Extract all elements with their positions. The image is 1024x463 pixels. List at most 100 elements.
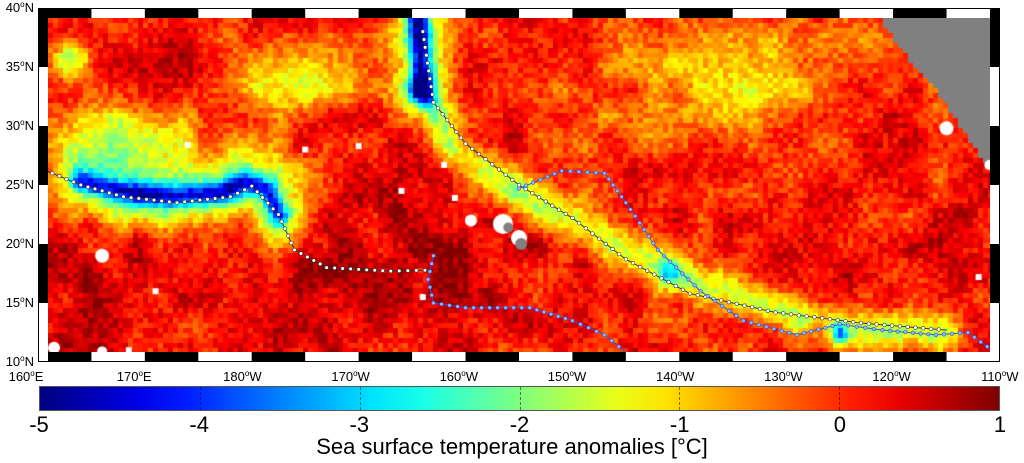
track-point	[430, 92, 435, 97]
track-point	[445, 117, 450, 123]
track-point	[249, 184, 254, 189]
track-point	[741, 318, 746, 323]
track-point	[583, 226, 588, 231]
track-point	[903, 330, 908, 335]
frame-segment	[732, 352, 787, 362]
frame-segment	[305, 8, 359, 18]
colorbar-tick-label: -5	[29, 412, 49, 437]
track-point	[483, 157, 488, 162]
track-point	[435, 106, 441, 111]
lon-label: 170oE	[116, 369, 152, 384]
track-point	[590, 231, 595, 236]
track-point	[425, 60, 430, 66]
track-point	[910, 330, 916, 335]
colorbar	[39, 386, 1000, 411]
lat-label: 40oN	[5, 0, 34, 15]
track-point	[577, 221, 582, 226]
track-point	[516, 182, 522, 188]
track-point	[563, 316, 568, 321]
track-point	[426, 277, 431, 282]
track-point	[674, 265, 679, 270]
frame-segment	[38, 352, 92, 362]
frame-segment	[38, 8, 92, 18]
track-point	[538, 177, 543, 182]
track-point	[680, 271, 685, 276]
track-point	[686, 277, 691, 282]
track-point	[129, 195, 134, 200]
track-point	[642, 227, 647, 232]
track-point	[516, 186, 522, 191]
track-point	[100, 188, 105, 193]
track-point	[871, 326, 876, 332]
track-point	[705, 294, 710, 299]
track-point	[606, 177, 611, 182]
track-point	[556, 207, 562, 212]
track-point	[794, 332, 800, 337]
track-point	[734, 301, 739, 306]
track-point	[781, 311, 786, 316]
track-point	[524, 183, 529, 188]
track-point	[348, 266, 353, 272]
track-point	[397, 268, 402, 274]
frame-segment	[198, 8, 252, 18]
ship-track	[422, 31, 947, 331]
colorbar-divider	[839, 387, 841, 410]
track-point	[610, 182, 616, 188]
track-point	[463, 141, 468, 146]
track-point	[687, 291, 693, 296]
track-point	[645, 268, 650, 273]
track-point	[666, 280, 671, 285]
track-point	[933, 332, 938, 337]
frame-segment	[893, 8, 947, 18]
track-point	[972, 335, 977, 340]
lat-label: 15oN	[5, 295, 34, 310]
track-point	[812, 315, 817, 320]
track-point	[863, 325, 868, 330]
track-point	[734, 313, 739, 318]
track-point	[423, 45, 428, 50]
frame-segment	[144, 8, 199, 18]
track-point	[659, 276, 664, 281]
track-point	[447, 303, 452, 308]
track-point	[655, 247, 661, 252]
track-point	[570, 318, 575, 323]
frame-segment	[38, 244, 48, 303]
frame-segment	[38, 303, 48, 362]
track-point	[424, 53, 429, 58]
track-point	[490, 162, 495, 167]
track-point	[121, 194, 126, 199]
lon-label: 120oW	[872, 369, 911, 384]
track-point	[680, 287, 685, 292]
track-point	[356, 267, 361, 272]
track-point	[978, 339, 983, 345]
frame-segment	[198, 352, 252, 362]
lat-label: 10oN	[5, 354, 34, 369]
track-point	[602, 171, 607, 176]
frame-segment	[990, 126, 1000, 185]
track-point	[630, 261, 636, 266]
lat-label: 20oN	[5, 236, 34, 251]
track-point	[921, 326, 926, 331]
track-point	[107, 190, 112, 195]
track-point	[286, 233, 291, 238]
track-point	[282, 226, 288, 231]
lon-label: 160oW	[439, 369, 479, 384]
track-point	[332, 265, 337, 271]
lat-label: 30oN	[5, 118, 34, 133]
track-point	[414, 268, 419, 273]
track-point	[420, 29, 425, 34]
track-point	[801, 330, 807, 336]
frame-segment	[786, 352, 840, 362]
track-point	[809, 329, 814, 334]
track-point	[523, 187, 528, 192]
track-point	[851, 319, 856, 325]
frame-segment	[572, 8, 626, 18]
track-point	[788, 312, 794, 317]
track-point	[936, 327, 941, 332]
track-point	[623, 200, 628, 205]
track-point	[174, 200, 180, 205]
ship-track	[427, 255, 627, 353]
frame-segment	[839, 8, 894, 18]
track-point	[619, 194, 624, 199]
track-point	[816, 327, 821, 332]
